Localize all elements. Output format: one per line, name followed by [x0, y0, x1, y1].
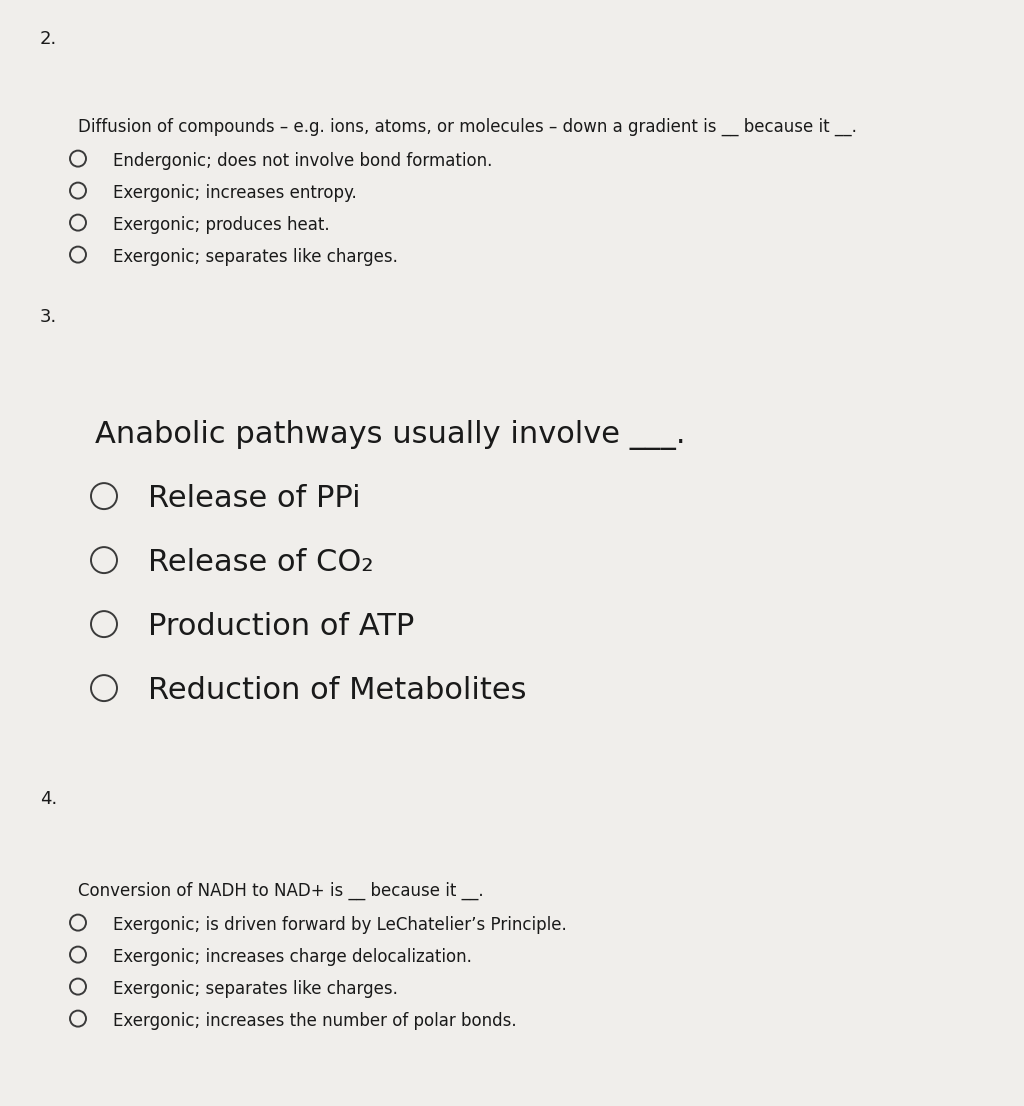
Text: 4.: 4. [40, 790, 57, 808]
Text: Endergonic; does not involve bond formation.: Endergonic; does not involve bond format… [113, 152, 493, 170]
Text: Anabolic pathways usually involve ___.: Anabolic pathways usually involve ___. [95, 420, 685, 450]
Text: 2.: 2. [40, 30, 57, 48]
Text: Diffusion of compounds – e.g. ions, atoms, or molecules – down a gradient is __ : Diffusion of compounds – e.g. ions, atom… [78, 118, 857, 136]
Text: Exergonic; increases the number of polar bonds.: Exergonic; increases the number of polar… [113, 1012, 517, 1030]
Text: Exergonic; increases charge delocalization.: Exergonic; increases charge delocalizati… [113, 948, 472, 966]
Text: Exergonic; separates like charges.: Exergonic; separates like charges. [113, 980, 398, 998]
Text: Exergonic; is driven forward by LeChatelier’s Principle.: Exergonic; is driven forward by LeChatel… [113, 916, 566, 933]
Text: Exergonic; increases entropy.: Exergonic; increases entropy. [113, 184, 356, 202]
Text: 3.: 3. [40, 307, 57, 326]
Text: Release of PPi: Release of PPi [148, 484, 360, 513]
Text: Conversion of NADH to NAD+ is __ because it __.: Conversion of NADH to NAD+ is __ because… [78, 881, 483, 900]
Text: Release of CO₂: Release of CO₂ [148, 547, 374, 577]
Text: Reduction of Metabolites: Reduction of Metabolites [148, 676, 526, 705]
Text: Exergonic; separates like charges.: Exergonic; separates like charges. [113, 248, 398, 267]
Text: Exergonic; produces heat.: Exergonic; produces heat. [113, 216, 330, 234]
Text: Production of ATP: Production of ATP [148, 612, 415, 641]
